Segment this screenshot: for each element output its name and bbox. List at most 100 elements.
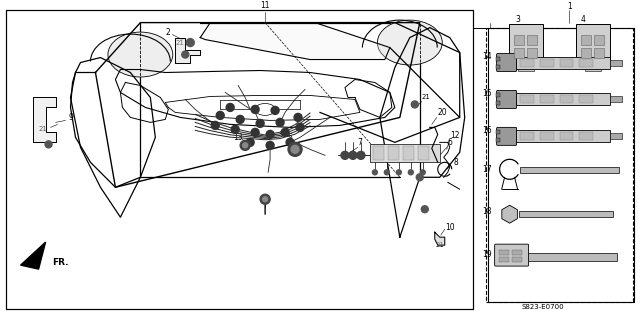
Ellipse shape xyxy=(108,32,173,77)
Bar xyxy=(495,101,500,106)
Bar xyxy=(520,59,534,67)
Circle shape xyxy=(291,146,299,153)
FancyBboxPatch shape xyxy=(509,23,543,63)
Bar xyxy=(514,48,524,57)
Bar xyxy=(516,94,611,106)
Circle shape xyxy=(294,113,302,121)
Bar xyxy=(418,146,429,160)
Bar xyxy=(559,59,573,67)
Bar xyxy=(611,96,622,102)
Text: 6: 6 xyxy=(447,138,452,147)
Text: 21: 21 xyxy=(176,40,185,46)
Bar xyxy=(582,48,591,57)
Bar xyxy=(559,95,573,103)
Polygon shape xyxy=(200,23,390,60)
Circle shape xyxy=(271,107,279,114)
FancyBboxPatch shape xyxy=(577,23,611,63)
Bar xyxy=(514,35,524,45)
Text: 21: 21 xyxy=(421,94,430,100)
Circle shape xyxy=(385,170,389,175)
Text: 12: 12 xyxy=(450,131,460,140)
Bar xyxy=(516,56,611,68)
Circle shape xyxy=(226,103,234,111)
Bar xyxy=(520,133,534,140)
Circle shape xyxy=(231,126,239,133)
Circle shape xyxy=(243,143,248,148)
Bar xyxy=(388,146,399,160)
Circle shape xyxy=(412,101,419,108)
Bar xyxy=(559,133,573,140)
Bar xyxy=(495,130,500,134)
Circle shape xyxy=(236,115,244,123)
Text: 7: 7 xyxy=(358,138,362,147)
Text: 14: 14 xyxy=(482,52,492,61)
Text: 19: 19 xyxy=(482,249,492,259)
Bar xyxy=(518,62,534,70)
Text: 20: 20 xyxy=(438,108,447,117)
Text: 9: 9 xyxy=(68,113,73,122)
Text: 5: 5 xyxy=(287,133,292,142)
Bar xyxy=(595,48,604,57)
FancyBboxPatch shape xyxy=(495,244,529,266)
Polygon shape xyxy=(435,232,445,245)
Bar xyxy=(495,56,500,61)
Bar xyxy=(582,35,591,45)
Bar xyxy=(6,10,473,309)
Circle shape xyxy=(276,119,284,126)
Bar xyxy=(540,59,554,67)
Text: 3: 3 xyxy=(515,15,520,24)
Text: 15: 15 xyxy=(482,89,492,98)
Bar xyxy=(520,167,620,173)
Circle shape xyxy=(262,197,268,202)
Circle shape xyxy=(182,51,189,58)
Circle shape xyxy=(216,111,224,120)
Text: 8: 8 xyxy=(453,158,458,167)
Text: 16: 16 xyxy=(482,126,492,135)
Circle shape xyxy=(396,170,401,175)
Bar xyxy=(579,95,593,103)
Circle shape xyxy=(45,141,52,148)
Text: 1: 1 xyxy=(567,2,572,11)
Circle shape xyxy=(211,121,220,129)
Circle shape xyxy=(408,170,413,175)
Bar xyxy=(540,95,554,103)
Text: S823-E0700: S823-E0700 xyxy=(522,304,564,310)
Bar xyxy=(595,35,604,45)
Bar xyxy=(579,133,593,140)
Text: 4: 4 xyxy=(581,15,586,24)
FancyBboxPatch shape xyxy=(497,127,516,146)
Bar xyxy=(495,94,500,97)
Bar xyxy=(511,250,522,255)
Bar xyxy=(579,59,593,67)
Circle shape xyxy=(416,174,423,181)
Bar xyxy=(527,48,536,57)
Text: 18: 18 xyxy=(482,207,492,216)
Text: 10: 10 xyxy=(445,223,454,232)
Circle shape xyxy=(357,151,365,159)
Text: 13: 13 xyxy=(234,133,243,142)
Ellipse shape xyxy=(378,20,442,65)
Circle shape xyxy=(240,140,250,150)
Circle shape xyxy=(372,170,378,175)
Bar xyxy=(520,95,534,103)
Bar xyxy=(499,257,509,262)
Polygon shape xyxy=(175,38,200,62)
Circle shape xyxy=(246,138,254,146)
Bar xyxy=(540,133,554,140)
Bar xyxy=(499,250,509,255)
Circle shape xyxy=(288,142,302,156)
Ellipse shape xyxy=(255,103,275,115)
Text: 11: 11 xyxy=(260,1,270,10)
FancyBboxPatch shape xyxy=(497,54,516,72)
Circle shape xyxy=(251,106,259,113)
Circle shape xyxy=(420,170,426,175)
Text: FR.: FR. xyxy=(52,258,69,267)
Circle shape xyxy=(186,39,195,47)
Bar xyxy=(370,144,440,162)
Bar xyxy=(495,138,500,142)
Bar xyxy=(403,146,414,160)
Bar xyxy=(495,65,500,68)
Circle shape xyxy=(286,138,294,146)
Bar xyxy=(611,133,622,139)
Text: 2: 2 xyxy=(166,28,171,37)
